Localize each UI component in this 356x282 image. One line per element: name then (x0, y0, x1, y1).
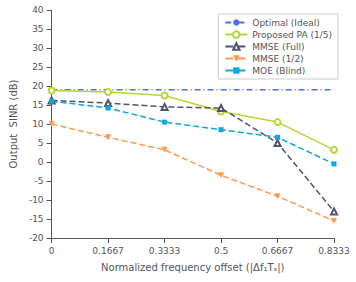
svg-text:0.5: 0.5 (214, 246, 228, 256)
svg-text:5: 5 (38, 138, 44, 148)
svg-text:MOE (Blind): MOE (Blind) (252, 66, 305, 76)
svg-text:0: 0 (49, 246, 55, 256)
svg-text:35: 35 (32, 24, 43, 34)
svg-text:0.6667: 0.6667 (262, 246, 294, 256)
svg-text:10: 10 (32, 119, 44, 129)
svg-text:-5: -5 (35, 176, 44, 186)
svg-text:Output SINR (dB): Output SINR (dB) (8, 79, 19, 168)
svg-text:30: 30 (32, 43, 44, 53)
svg-text:-10: -10 (29, 195, 44, 205)
svg-text:0.3333: 0.3333 (149, 246, 181, 256)
svg-text:MMSE (Full): MMSE (Full) (252, 42, 304, 52)
svg-text:25: 25 (32, 62, 43, 72)
svg-text:-20: -20 (29, 233, 44, 243)
svg-text:20: 20 (32, 81, 44, 91)
svg-text:0.1667: 0.1667 (92, 246, 124, 256)
svg-text:40: 40 (32, 5, 44, 15)
svg-text:0: 0 (38, 157, 44, 167)
svg-text:Optimal (Ideal): Optimal (Ideal) (252, 18, 319, 28)
svg-text:MMSE (1/2): MMSE (1/2) (252, 54, 303, 64)
svg-text:-15: -15 (29, 214, 44, 224)
svg-text:Normalized frequency offset (|: Normalized frequency offset (|Δf₁Tₛ|) (101, 262, 285, 274)
svg-text:Proposed PA (1/5): Proposed PA (1/5) (252, 30, 332, 40)
svg-text:0.8333: 0.8333 (318, 246, 350, 256)
svg-text:15: 15 (32, 100, 43, 110)
